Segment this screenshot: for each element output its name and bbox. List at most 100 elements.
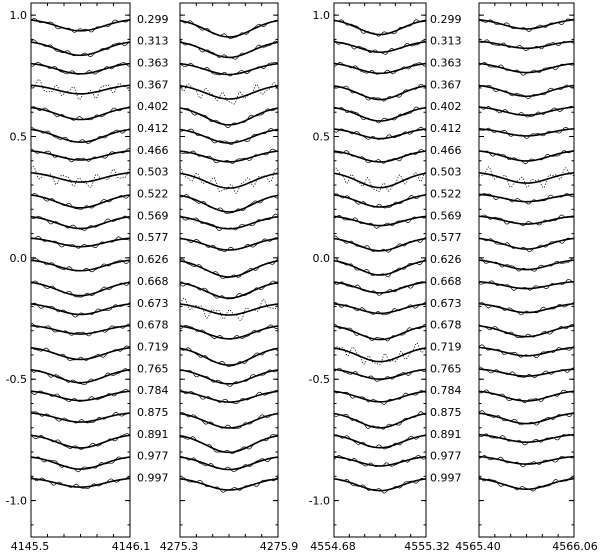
- observed-profile-0.363: [333, 61, 427, 75]
- model-profile-0.891: [478, 433, 575, 443]
- model-profile-0.367: [179, 84, 279, 100]
- model-profile-0.668: [478, 280, 575, 290]
- phase-label: 0.367: [430, 78, 462, 91]
- model-profile-0.678: [333, 325, 427, 341]
- observed-profile-0.522: [179, 194, 279, 215]
- x-tick-label-left: 4145.5: [11, 540, 50, 553]
- phase-label: 0.719: [137, 340, 169, 353]
- phase-label: 0.765: [137, 362, 169, 375]
- phase-label: 0.363: [137, 56, 169, 69]
- model-profile-0.577: [179, 237, 279, 251]
- observed-profile-0.367: [478, 84, 575, 100]
- observed-profile-0.299: [478, 18, 575, 32]
- phase-label: 0.891: [137, 428, 169, 441]
- phase-label: 0.997: [137, 472, 169, 485]
- model-profile-0.784: [478, 390, 575, 402]
- observed-profile-0.577: [179, 237, 279, 252]
- observed-profile-0.678: [478, 324, 575, 339]
- observed-profile-0.784: [179, 389, 279, 404]
- phase-label: 0.977: [430, 450, 462, 463]
- phase-label: 0.522: [137, 188, 169, 201]
- observed-profile-0.313: [333, 39, 427, 55]
- phase-label: 0.626: [137, 253, 169, 266]
- observed-profile-0.719: [478, 344, 575, 359]
- x-tick-label-right: 4146.1: [112, 540, 151, 553]
- model-profile-0.765: [333, 368, 427, 380]
- model-profile-0.891: [333, 434, 427, 449]
- observed-profile-0.466: [333, 149, 427, 164]
- phase-label: 0.412: [137, 122, 169, 135]
- model-profile-0.503: [179, 172, 279, 189]
- phase-label: 0.875: [430, 406, 462, 419]
- observed-profile-0.997: [30, 476, 131, 489]
- model-profile-0.503: [333, 172, 427, 189]
- model-profile-0.402: [30, 106, 131, 121]
- observed-profile-0.719: [179, 347, 279, 367]
- model-profile-0.299: [333, 19, 427, 36]
- model-profile-0.412: [478, 128, 575, 137]
- observed-profile-0.503: [30, 165, 131, 189]
- observed-profile-0.577: [478, 237, 575, 253]
- model-profile-0.577: [333, 237, 427, 252]
- model-profile-0.673: [30, 303, 131, 316]
- observed-profile-0.678: [179, 324, 279, 340]
- phase-label: 0.466: [430, 144, 462, 157]
- phase-label: 0.577: [137, 231, 169, 244]
- model-profile-0.402: [478, 106, 575, 116]
- model-profile-0.466: [30, 150, 131, 161]
- phase-label: 0.503: [430, 166, 462, 179]
- y-tick-label: 1.0: [10, 9, 28, 22]
- model-profile-0.466: [179, 150, 279, 163]
- observed-profile-0.875: [179, 412, 279, 429]
- model-profile-0.719: [30, 346, 131, 361]
- observed-profile-0.765: [179, 369, 279, 388]
- observed-profile-0.668: [179, 280, 279, 300]
- model-profile-0.299: [478, 19, 575, 30]
- phase-label: 0.503: [137, 166, 169, 179]
- y-tick-label: -1.0: [309, 495, 330, 508]
- model-profile-0.626: [333, 259, 427, 276]
- y-tick-label: 0.0: [10, 252, 28, 265]
- phase-label: 0.673: [137, 297, 169, 310]
- model-profile-0.367: [30, 84, 131, 95]
- observed-profile-0.977: [179, 455, 279, 472]
- observed-profile-0.719: [333, 342, 427, 366]
- observed-profile-0.412: [179, 127, 279, 146]
- observed-profile-0.673: [30, 301, 131, 318]
- model-profile-0.875: [179, 412, 279, 429]
- observed-profile-0.503: [478, 166, 575, 189]
- observed-profile-0.363: [30, 62, 131, 75]
- panel-line-4565.40-4566.06: 4565.40 4566.06: [455, 2, 598, 553]
- phase-label: 0.673: [430, 297, 462, 310]
- model-profile-0.522: [478, 193, 575, 203]
- x-tick-label-left: 4275.3: [160, 540, 199, 553]
- phase-label: 0.719: [430, 340, 462, 353]
- x-tick-label-right: 4555.32: [404, 540, 450, 553]
- model-profile-0.363: [30, 62, 131, 75]
- phase-label: 0.569: [430, 209, 462, 222]
- observed-profile-0.577: [30, 236, 131, 249]
- y-tick-label: -0.5: [309, 373, 330, 386]
- y-tick-label: 0.5: [10, 131, 28, 144]
- phase-label: 0.875: [137, 406, 169, 419]
- observed-profile-0.997: [179, 476, 279, 493]
- panel-frame: [179, 2, 279, 538]
- observed-profile-0.678: [333, 323, 427, 342]
- x-tick-label-right: 4275.9: [260, 540, 299, 553]
- x-tick-label-left: 4554.68: [310, 540, 356, 553]
- phase-label: 0.367: [137, 78, 169, 91]
- observed-profile-0.875: [333, 411, 427, 430]
- y-tick-label: -0.5: [6, 373, 27, 386]
- phase-label: 0.402: [137, 100, 169, 113]
- model-profile-0.626: [30, 259, 131, 272]
- model-profile-0.977: [179, 456, 279, 471]
- observed-profile-0.997: [333, 477, 427, 494]
- model-profile-0.367: [478, 84, 575, 98]
- observed-profile-0.313: [30, 39, 131, 58]
- model-profile-0.668: [179, 281, 279, 299]
- phase-label: 0.891: [430, 428, 462, 441]
- phase-label: 0.466: [137, 144, 169, 157]
- observed-profile-0.313: [478, 39, 575, 51]
- model-profile-0.977: [30, 456, 131, 470]
- model-profile-0.678: [30, 324, 131, 335]
